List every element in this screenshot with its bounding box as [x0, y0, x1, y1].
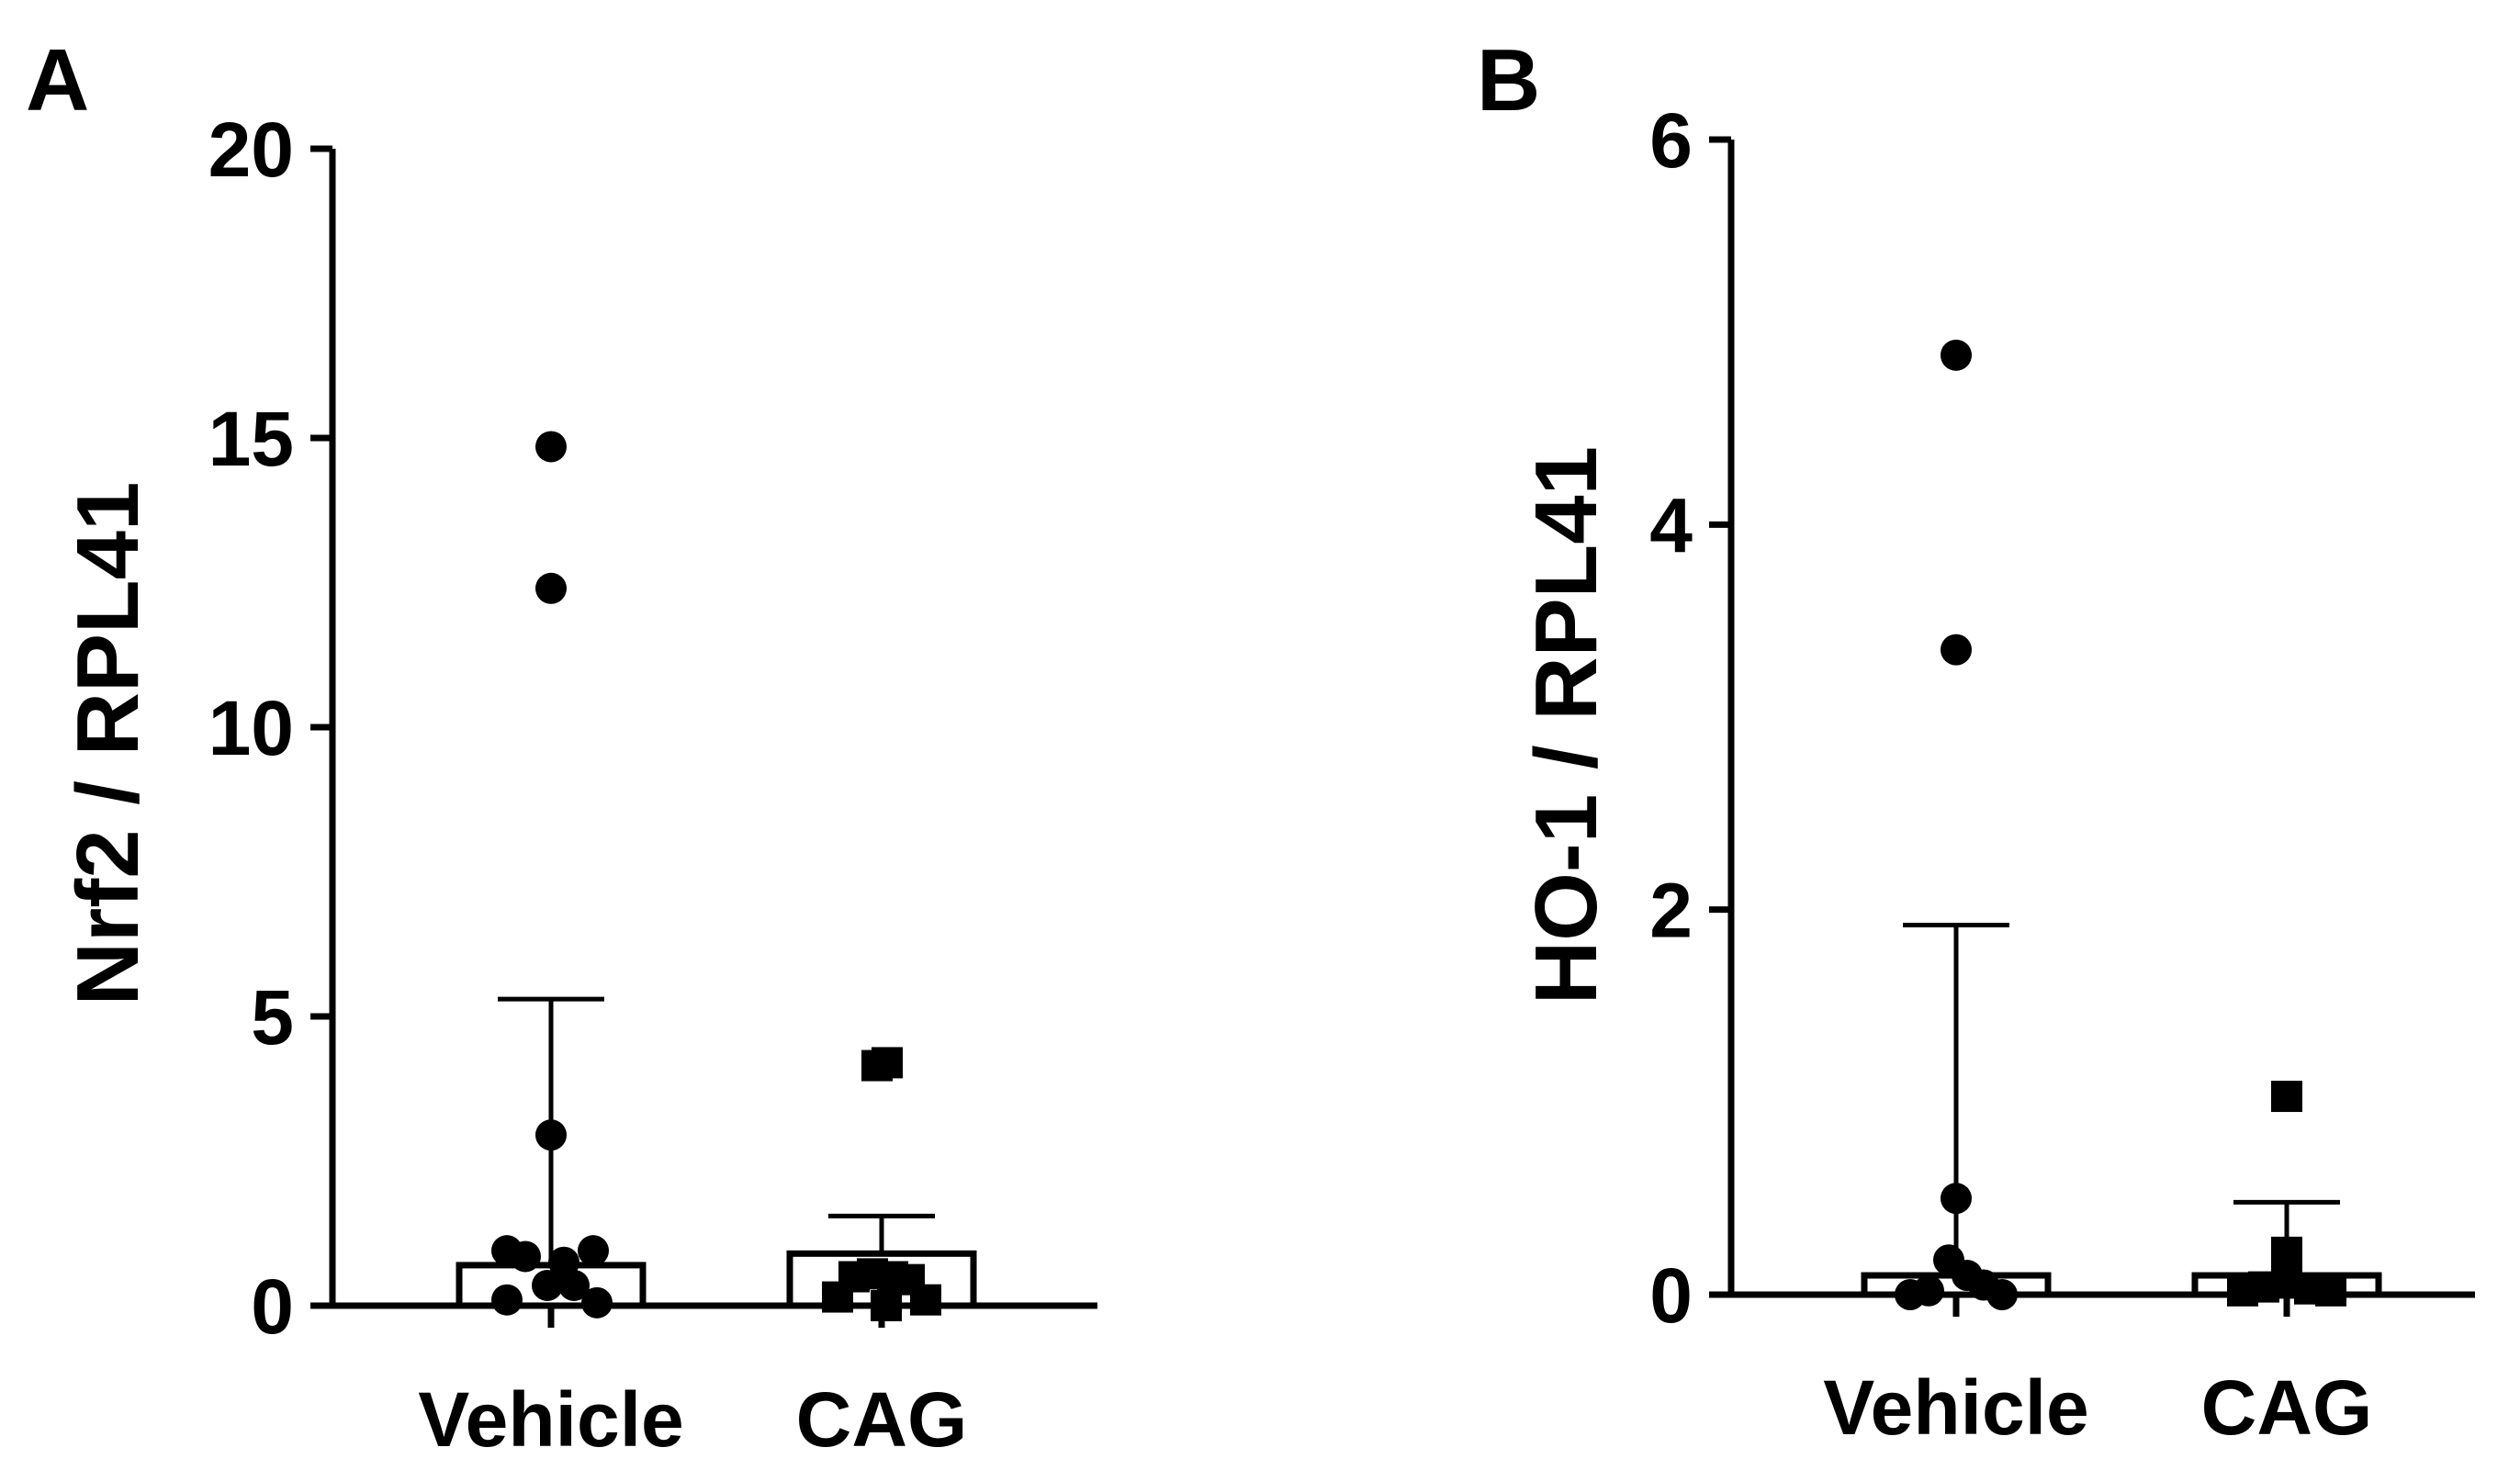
panel-b-point [2271, 1081, 2302, 1113]
panel-a-point [491, 1284, 523, 1316]
panel-b-point [2315, 1274, 2346, 1307]
panel-b-point [1986, 1279, 2018, 1310]
panel-a-y-tick-label: 5 [251, 974, 294, 1061]
panel-b-label: B [1477, 31, 1540, 129]
panel-a-xlabel-cag: CAG [796, 1376, 968, 1459]
panel-b-point [1941, 634, 1972, 666]
panel-a-point [558, 1269, 590, 1301]
panel-a-y-tick-label: 10 [208, 685, 294, 771]
panel-a-xlabel-vehicle: Vehicle [418, 1376, 684, 1459]
panel-a-point [535, 431, 567, 463]
panel-a-ylabel: Nrf2 / RPL41 [59, 482, 157, 1006]
panel-b-point [1941, 1183, 1972, 1215]
panel-a-point [871, 1290, 902, 1321]
panel-b-y-tick-label: 6 [1649, 97, 1693, 184]
panel-b-point [2271, 1236, 2302, 1268]
panel-a-y-tick-label: 20 [208, 107, 294, 193]
panel-a-y-tick-label: 0 [251, 1263, 294, 1350]
panel-b-y-tick-label: 4 [1649, 482, 1693, 568]
panel-a-point [910, 1284, 941, 1316]
panel-b-point [1941, 339, 1972, 371]
panel-b-y-tick-label: 2 [1649, 868, 1693, 954]
panel-b: B HO-1 / RPL41 Vehicle CAG 0 2 4 6 [1477, 31, 2475, 1451]
panel-b-y-tick-label: 0 [1649, 1252, 1693, 1339]
panel-a-point [872, 1047, 903, 1079]
panel-a-label: A [26, 31, 89, 129]
panel-a: A Nrf2 / RPL41 Vehicle CAG 0 5 10 15 20 [26, 31, 1097, 1459]
panel-a-point [532, 1269, 563, 1301]
panel-a-point [510, 1240, 541, 1273]
panel-b-ylabel: HO-1 / RPL41 [1517, 446, 1615, 1004]
panel-a-point [581, 1286, 613, 1319]
panel-b-point [1913, 1274, 1944, 1307]
panel-a-y-tick-label: 15 [208, 396, 294, 482]
panel-a-point [535, 572, 567, 604]
panel-b-xlabel-vehicle: Vehicle [1823, 1364, 2089, 1451]
panel-b-xlabel-cag: CAG [2201, 1364, 2373, 1451]
panel-a-point [535, 1119, 567, 1151]
panel-a-point [578, 1235, 609, 1267]
